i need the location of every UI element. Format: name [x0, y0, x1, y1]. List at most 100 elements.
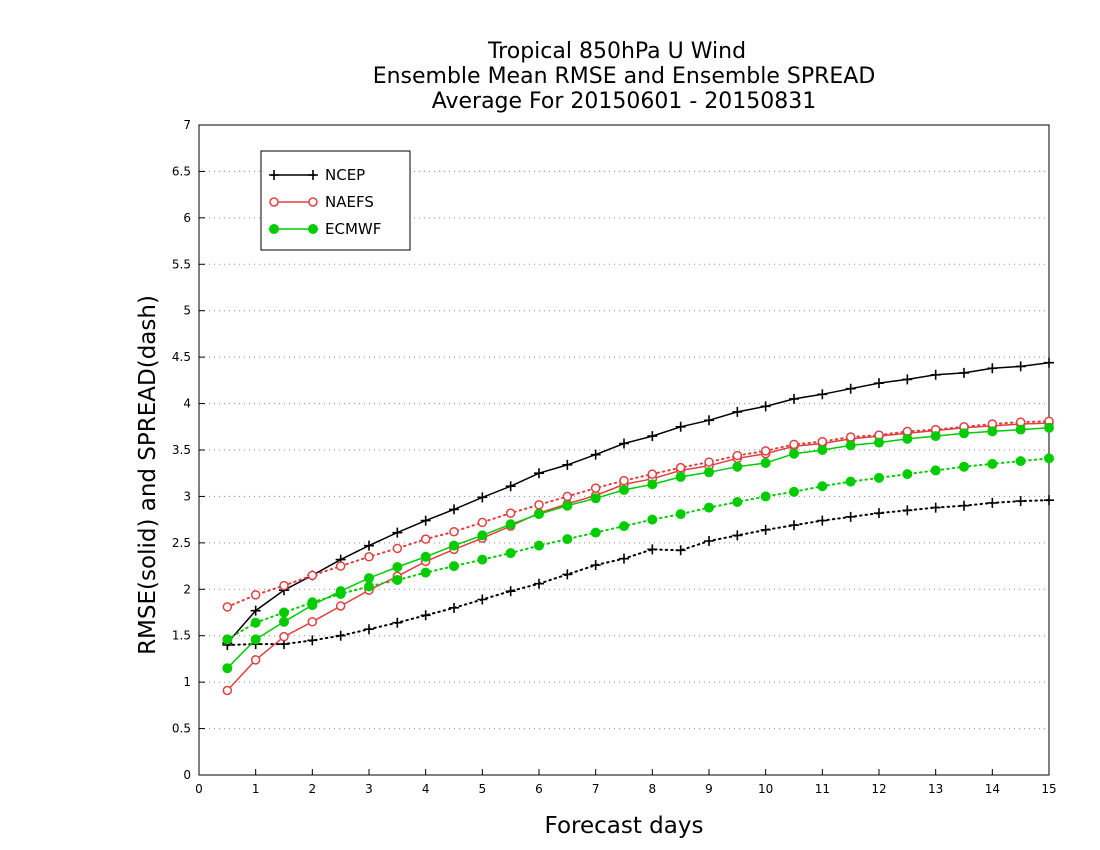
data-point: [222, 685, 233, 696]
data-point: [307, 597, 318, 608]
x-tick-label: 0: [195, 782, 203, 796]
data-point: [647, 479, 658, 490]
data-point: [534, 500, 544, 510]
data-point: [505, 548, 516, 559]
data-point: [760, 491, 771, 502]
data-point: [675, 545, 686, 556]
data-point: [845, 511, 856, 522]
data-point: [420, 534, 431, 544]
series-naefs-dotted: [222, 416, 1054, 612]
x-tick-label: 12: [871, 782, 886, 796]
data-point: [874, 508, 884, 519]
data-point: [269, 197, 279, 207]
data-point: [562, 500, 573, 511]
data-point: [420, 567, 431, 578]
legend-entry-naefs: NAEFS: [269, 193, 374, 211]
data-point: [250, 634, 261, 645]
title-line-1: Tropical 850hPa U Wind: [487, 39, 746, 64]
series-line: [226, 422, 1050, 692]
data-point: [364, 540, 374, 551]
x-tick-label: 11: [815, 782, 830, 796]
y-tick-label: 5: [183, 304, 191, 318]
x-tick-label: 2: [309, 782, 317, 796]
data-point: [307, 617, 318, 627]
y-tick-label: 2.5: [172, 536, 191, 550]
data-point: [279, 631, 289, 642]
x-tick-label: 15: [1041, 782, 1056, 796]
series-ncep-solid: [222, 357, 1054, 649]
data-point: [335, 588, 346, 599]
y-tick-label: 6: [183, 211, 191, 225]
data-point: [704, 457, 714, 467]
data-point: [845, 432, 856, 442]
data-point: [817, 481, 828, 492]
data-point: [250, 617, 261, 628]
data-point: [307, 635, 318, 646]
data-point: [732, 530, 743, 541]
data-point: [789, 448, 799, 459]
series-ecmwf-dotted: [222, 453, 1054, 645]
data-point: [874, 378, 884, 389]
data-point: [420, 610, 431, 621]
data-point: [392, 543, 403, 554]
data-point: [279, 580, 289, 591]
y-tick-label: 1: [183, 675, 191, 689]
data-point: [902, 433, 913, 444]
data-point: [902, 469, 913, 480]
data-point: [222, 634, 233, 645]
data-point: [335, 601, 346, 611]
data-point: [534, 578, 544, 589]
data-point: [269, 170, 279, 180]
data-point: [308, 224, 318, 234]
data-point: [732, 450, 743, 461]
data-point: [250, 605, 261, 616]
data-point: [308, 197, 318, 207]
series-ecmwf-solid: [222, 422, 1054, 674]
data-point: [364, 573, 374, 584]
data-point: [477, 594, 488, 605]
x-tick-label: 14: [985, 782, 1000, 796]
data-point: [250, 590, 261, 600]
data-point: [222, 663, 233, 674]
data-point: [449, 540, 459, 551]
data-point: [902, 374, 913, 385]
data-point: [1015, 361, 1026, 372]
data-point: [619, 475, 629, 486]
series-line: [226, 457, 1050, 641]
data-point: [789, 439, 799, 450]
y-tick-label: 4.5: [172, 350, 191, 364]
data-point: [364, 581, 374, 592]
x-tick-label: 3: [365, 782, 373, 796]
y-tick-label: 6.5: [172, 164, 191, 178]
data-point: [704, 415, 714, 426]
legend-label: NAEFS: [325, 193, 374, 211]
data-point: [562, 491, 573, 502]
data-point: [590, 527, 601, 538]
legend-entry-ncep: NCEP: [269, 166, 365, 184]
data-point: [392, 527, 403, 538]
x-tick-label: 1: [252, 782, 260, 796]
data-point: [534, 540, 544, 551]
data-point: [817, 445, 828, 455]
data-point: [449, 561, 459, 572]
title-line-3: Average For 20150601 - 20150831: [432, 89, 817, 114]
y-tick-label: 3: [183, 489, 191, 503]
data-point: [392, 617, 403, 628]
data-point: [789, 486, 799, 497]
x-tick-label: 9: [705, 782, 713, 796]
data-point: [930, 502, 941, 513]
data-point: [477, 492, 488, 503]
data-point: [335, 630, 346, 641]
data-point: [505, 481, 516, 492]
data-point: [505, 508, 516, 518]
data-point: [959, 500, 969, 511]
y-axis: 0 0.5 1 1.5 2 2.5 3 3.5 4 4.5 5 5.5 6 6.5 7: [172, 118, 205, 782]
data-point: [987, 458, 998, 469]
data-point: [505, 586, 516, 597]
data-point: [760, 446, 771, 456]
data-point: [675, 509, 686, 520]
data-point: [647, 544, 658, 555]
data-point: [562, 569, 573, 580]
y-axis-label: RMSE(solid) and SPREAD(dash): [135, 295, 161, 655]
data-point: [760, 401, 771, 412]
